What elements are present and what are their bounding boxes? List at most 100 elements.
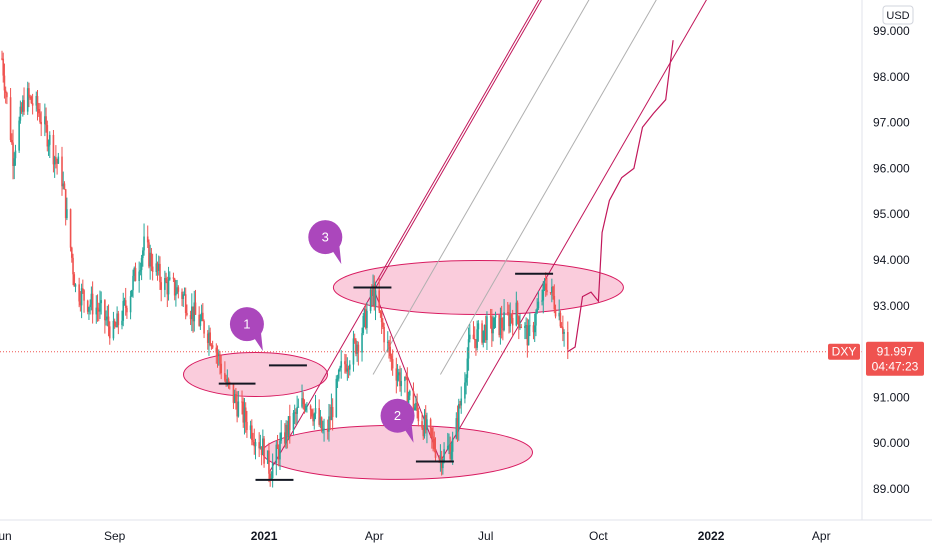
- candle-body: [506, 312, 509, 314]
- candle-body: [72, 257, 74, 275]
- candle-body: [3, 75, 6, 91]
- candle-body: [494, 315, 497, 318]
- candle-body: [14, 150, 17, 159]
- callout-3: 3: [308, 220, 343, 265]
- candle-body: [511, 317, 514, 326]
- candle-body: [439, 456, 442, 459]
- candle-body: [563, 332, 565, 334]
- candle-body: [337, 369, 340, 379]
- price-tick-label: 93.000: [873, 299, 910, 313]
- candle-body: [202, 312, 204, 322]
- candle-body: [303, 404, 306, 411]
- candle-body: [544, 283, 547, 290]
- candle-body: [537, 301, 540, 309]
- candle-body: [177, 287, 180, 292]
- candle-body: [304, 405, 307, 411]
- callout-2: 2: [380, 398, 415, 443]
- candle-body: [143, 236, 145, 251]
- candle-body: [517, 316, 520, 328]
- time-tick-label: Jul: [478, 529, 493, 543]
- callout-circle: [229, 307, 264, 342]
- pitchfork-median-line: [269, 0, 542, 471]
- candle-body: [48, 134, 51, 145]
- candle-body: [491, 317, 493, 334]
- candle-body: [173, 278, 176, 296]
- candle-body: [23, 100, 25, 112]
- callout-layer: 1 2 3: [229, 220, 415, 443]
- candle-body: [236, 402, 238, 417]
- candle-body: [352, 338, 355, 365]
- candle-body: [438, 457, 440, 459]
- zone-ellipse-1: [183, 352, 328, 397]
- last-price-label: 91.997: [877, 345, 914, 359]
- callout-circle: [380, 398, 415, 433]
- candle-body: [55, 157, 57, 161]
- candle-body: [19, 106, 22, 121]
- candle-body: [126, 307, 128, 313]
- candle-body: [262, 438, 264, 456]
- candle-body: [509, 314, 512, 327]
- candle-body: [451, 438, 454, 452]
- candle-body: [465, 377, 467, 383]
- candle-body: [268, 450, 270, 474]
- candle-body: [47, 144, 50, 147]
- candle-body: [186, 312, 188, 315]
- candle-body: [211, 345, 214, 348]
- candle-body: [35, 96, 38, 106]
- pitchfork-upper-line: [372, 0, 540, 288]
- callout-label: 1: [243, 317, 250, 332]
- candle-body: [159, 263, 161, 283]
- candle-body: [167, 279, 170, 295]
- candle-body: [405, 376, 407, 379]
- candle-body: [429, 419, 432, 429]
- candle-body: [558, 312, 560, 317]
- candle-body: [129, 296, 132, 313]
- candle-body: [36, 96, 39, 109]
- candle-body: [362, 315, 365, 334]
- price-tick-label: 90.000: [873, 436, 910, 450]
- candle-body: [348, 364, 351, 370]
- candle-body: [227, 378, 230, 383]
- candle-body: [417, 410, 420, 422]
- candle-body: [260, 446, 263, 456]
- candle-body: [91, 293, 94, 315]
- candle-body: [448, 444, 450, 446]
- price-tick-label: 94.000: [873, 253, 910, 267]
- candle-body: [422, 427, 425, 437]
- candle-body: [364, 309, 367, 328]
- candle-body: [12, 142, 14, 166]
- candle-body: [344, 361, 346, 365]
- candle-body: [372, 285, 374, 296]
- candle-body: [97, 309, 100, 312]
- candle-body: [123, 300, 126, 302]
- time-tick-label: Apr: [812, 529, 831, 543]
- candle-body: [357, 344, 360, 353]
- candle-body: [168, 277, 171, 280]
- candle-body: [486, 316, 488, 341]
- candle-body: [198, 314, 200, 326]
- candle-body: [63, 183, 66, 190]
- candle-body: [62, 183, 65, 187]
- candle-body: [549, 292, 552, 294]
- candle-body: [280, 432, 283, 441]
- candle-body: [132, 275, 134, 291]
- candle-body: [108, 326, 111, 339]
- candle-body: [148, 242, 150, 267]
- candle-body: [225, 380, 227, 384]
- candle-body: [242, 401, 245, 423]
- candle-body: [532, 325, 535, 333]
- callout-1: 1: [229, 307, 264, 352]
- candle-body: [373, 285, 376, 307]
- candle-body: [52, 134, 55, 165]
- candle-body: [252, 440, 254, 443]
- candle-body: [181, 291, 183, 299]
- candle-body: [366, 310, 368, 328]
- candle-body: [396, 375, 399, 381]
- time-tick-label: Apr: [365, 529, 384, 543]
- candle-body: [328, 416, 330, 432]
- candle-body: [208, 332, 210, 343]
- candle-body: [116, 313, 118, 328]
- candle-body: [297, 406, 300, 408]
